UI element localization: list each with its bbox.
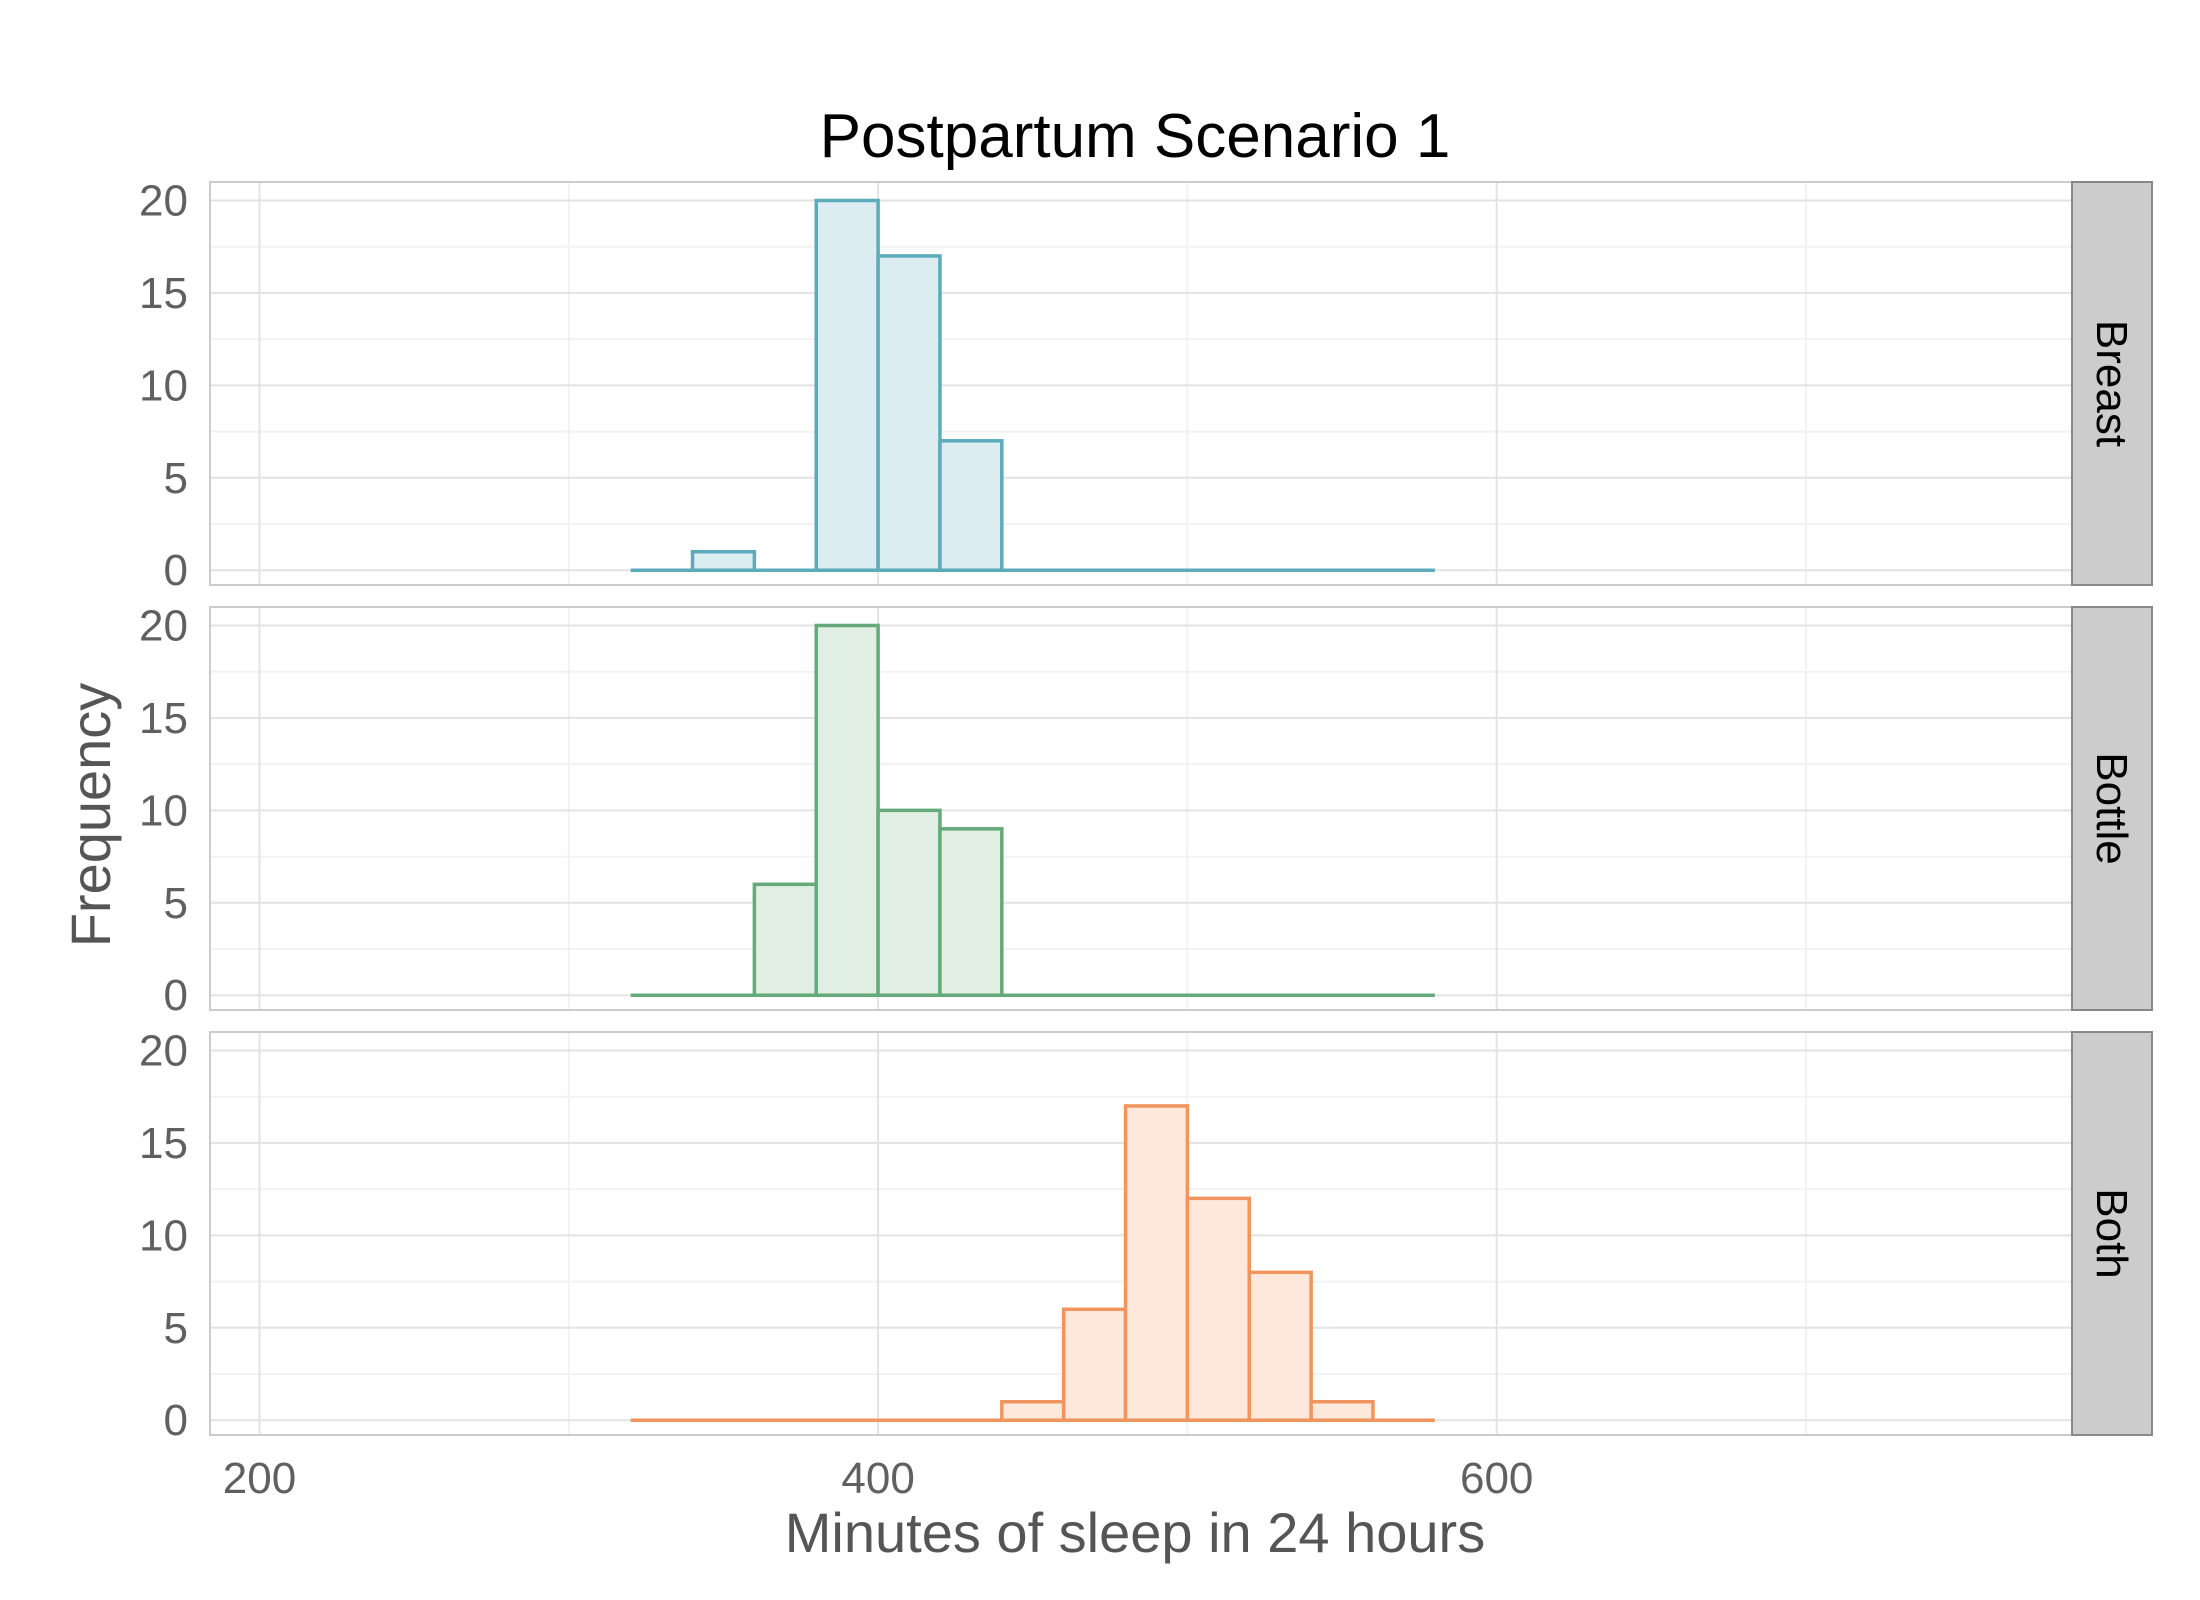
y-tick-label: 5 — [164, 454, 188, 503]
histogram-bar — [938, 439, 1004, 572]
y-tick-label: 20 — [139, 601, 188, 650]
histogram-bar — [814, 623, 880, 997]
histogram-bar — [1123, 1104, 1190, 1422]
histogram-bar — [1000, 1399, 1066, 1422]
facet-panel-both: 0 5 10 15 20 Both — [139, 1026, 2153, 1445]
histogram-bar — [1247, 1270, 1313, 1422]
y-tick-label: 5 — [164, 1304, 188, 1353]
histogram-bar — [752, 882, 818, 997]
y-tick-label: 20 — [139, 1026, 188, 1075]
y-tick-label: 15 — [139, 1119, 188, 1168]
y-tick-label: 0 — [164, 546, 188, 595]
y-tick-label: 0 — [164, 1396, 188, 1445]
facet-strip-label: Breast — [2087, 320, 2136, 447]
histogram-bar — [690, 549, 757, 572]
y-tick-label: 5 — [164, 879, 188, 928]
x-tick-label: 600 — [1460, 1454, 1533, 1503]
facet-strip — [2071, 606, 2153, 1011]
facet-strip-label: Both — [2087, 1188, 2136, 1279]
histogram-bar — [814, 198, 880, 572]
facet-panel-bottle: 0 5 10 15 20 Bottle — [139, 601, 2153, 1020]
y-tick-label: 10 — [139, 1211, 188, 1260]
chart-title: Postpartum Scenario 1 — [820, 102, 1451, 171]
facet-panels: 0 5 10 15 20 Breast 0 5 10 15 20 Bottle 0 5 10 15 20 Both — [139, 176, 2153, 1445]
x-tick-label: 200 — [223, 1454, 296, 1503]
histogram-bar — [1309, 1399, 1375, 1422]
y-tick-label: 15 — [139, 694, 188, 743]
y-tick-label: 15 — [139, 269, 188, 318]
y-tick-label: 10 — [139, 361, 188, 410]
y-tick-label: 10 — [139, 786, 188, 835]
histogram-bar — [1185, 1196, 1252, 1422]
histogram-bar — [876, 808, 942, 997]
histogram-bar — [938, 827, 1004, 997]
x-tick-label: 400 — [841, 1454, 914, 1503]
x-axis: 200 400 600 — [223, 1454, 1534, 1503]
histogram-bar — [876, 254, 942, 572]
histogram-bar — [1061, 1307, 1128, 1422]
y-axis-title: Frequency — [59, 683, 122, 948]
y-tick-label: 0 — [164, 971, 188, 1020]
facet-strip — [2071, 181, 2153, 586]
facet-panel-breast: 0 5 10 15 20 Breast — [139, 176, 2153, 595]
y-tick-label: 20 — [139, 176, 188, 225]
facet-strip — [2071, 1031, 2153, 1436]
facet-strip-label: Bottle — [2087, 752, 2136, 865]
x-axis-title: Minutes of sleep in 24 hours — [785, 1501, 1485, 1564]
